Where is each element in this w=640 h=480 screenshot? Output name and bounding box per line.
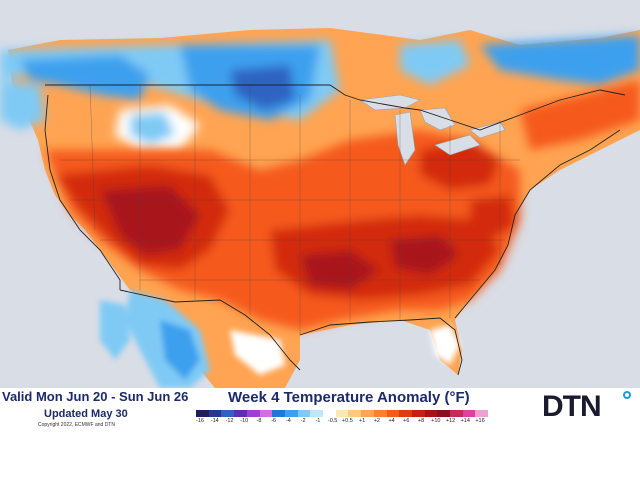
legend-swatch xyxy=(246,410,260,417)
legend-swatch xyxy=(399,410,412,417)
updated-date: Updated May 30 xyxy=(44,408,128,420)
legend-tick-label: -10 xyxy=(240,418,249,424)
great-lakes xyxy=(359,94,506,166)
legend-tick-label: +14 xyxy=(460,418,470,424)
legend-swatch xyxy=(424,410,438,417)
gulf-coast xyxy=(299,317,463,376)
legend-tick-label: +10 xyxy=(431,418,441,424)
legend-swatch xyxy=(361,410,374,417)
legend-swatch xyxy=(386,410,400,417)
legend-swatch xyxy=(335,410,349,417)
dtn-logo: DTN xyxy=(542,390,602,423)
legend-tick-label: +0.5 xyxy=(341,418,353,424)
legend-tick-label: +2 xyxy=(373,418,380,424)
legend-tick-label: -12 xyxy=(225,418,234,424)
temperature-anomaly-map xyxy=(0,0,640,388)
legend-tick-label: -2 xyxy=(300,418,306,424)
us-canada-border xyxy=(45,84,626,131)
us-mexico-border xyxy=(119,289,301,371)
legend-swatch xyxy=(272,410,285,417)
cool-anomaly-southwest xyxy=(100,290,460,388)
legend-tick-label: +4 xyxy=(388,418,395,424)
legend-swatch xyxy=(208,410,222,417)
copyright-text: Copyright 2022, ECMWF and DTN xyxy=(38,422,115,428)
us-coastline xyxy=(44,94,121,290)
legend-swatch xyxy=(475,410,489,417)
legend-swatch xyxy=(323,410,336,417)
legend-footer: Valid Mon Jun 20 - Sun Jun 26 Updated Ma… xyxy=(0,388,640,432)
legend-swatch xyxy=(221,410,235,417)
legend-color-bar xyxy=(196,410,489,417)
legend-tick-label: +16 xyxy=(475,418,485,424)
legend-tick-label: -8 xyxy=(256,418,262,424)
legend-swatch xyxy=(297,410,311,417)
legend-tick-label: +8 xyxy=(417,418,425,424)
legend-swatch xyxy=(196,410,209,417)
legend-swatch xyxy=(310,410,324,417)
legend-swatch xyxy=(348,410,362,417)
legend-tick-label: -0.5 xyxy=(327,418,338,424)
legend-tick-label: -4 xyxy=(285,418,291,424)
valid-dates: Valid Mon Jun 20 - Sun Jun 26 xyxy=(2,389,189,404)
east-coast xyxy=(454,129,621,319)
legend-swatch xyxy=(411,410,425,417)
legend-swatch xyxy=(259,410,273,417)
legend-tick-labels: -16 -14 -12 -10 -8 -6 -4 -2 -1 -0.5 +0.5 +1 +2 +4 +6 +8… xyxy=(190,418,490,428)
legend-tick-label: -16 xyxy=(196,418,204,424)
state-borders xyxy=(60,84,520,335)
legend-swatch xyxy=(234,410,247,417)
legend-swatch xyxy=(462,410,476,417)
map-title: Week 4 Temperature Anomaly (°F) xyxy=(228,389,470,406)
legend-swatch xyxy=(450,410,463,417)
legend-tick-label: -1 xyxy=(315,418,321,424)
bottom-margin xyxy=(0,432,640,480)
legend-tick-label: +12 xyxy=(445,418,456,424)
legend-tick-label: +1 xyxy=(358,418,366,424)
legend-tick-label: -6 xyxy=(271,418,277,424)
cold-anomaly-north xyxy=(0,35,640,150)
legend-tick-label: -14 xyxy=(210,418,219,424)
legend-swatch xyxy=(284,410,298,417)
legend-swatch xyxy=(437,410,451,417)
dtn-logo-accent-icon xyxy=(623,391,631,399)
political-borders xyxy=(44,84,626,376)
legend-tick-label: +6 xyxy=(403,418,410,424)
legend-swatch xyxy=(373,410,387,417)
